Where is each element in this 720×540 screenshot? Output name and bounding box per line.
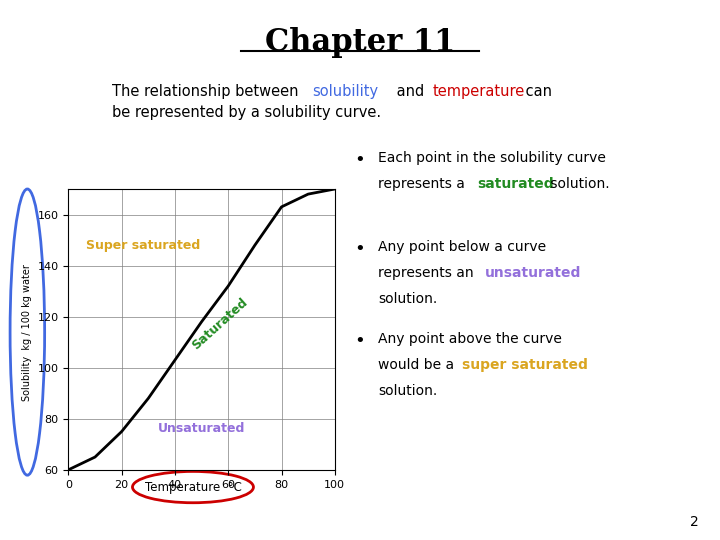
Text: •: • — [354, 240, 365, 258]
Text: Solubility  kg / 100 kg water: Solubility kg / 100 kg water — [22, 264, 32, 401]
Text: solution.: solution. — [378, 384, 437, 398]
Text: The relationship between: The relationship between — [112, 84, 302, 99]
Text: Any point below a curve: Any point below a curve — [378, 240, 546, 254]
Text: Each point in the solubility curve: Each point in the solubility curve — [378, 151, 606, 165]
Text: saturated: saturated — [477, 177, 554, 191]
Text: temperature: temperature — [433, 84, 525, 99]
Text: solution.: solution. — [546, 177, 610, 191]
Text: Unsaturated: Unsaturated — [158, 422, 246, 435]
Text: Saturated: Saturated — [190, 296, 251, 353]
Text: represents an: represents an — [378, 266, 478, 280]
Text: solubility: solubility — [312, 84, 378, 99]
Text: Temperature  °C: Temperature °C — [145, 481, 241, 494]
Text: super saturated: super saturated — [462, 358, 588, 372]
Text: solution.: solution. — [378, 292, 437, 306]
Text: •: • — [354, 151, 365, 169]
Text: Super saturated: Super saturated — [86, 239, 200, 252]
Text: can: can — [521, 84, 552, 99]
Text: Any point above the curve: Any point above the curve — [378, 332, 562, 346]
Text: be represented by a solubility curve.: be represented by a solubility curve. — [112, 105, 381, 120]
Text: Chapter 11: Chapter 11 — [265, 27, 455, 58]
Text: •: • — [354, 332, 365, 350]
Text: and: and — [392, 84, 429, 99]
Text: unsaturated: unsaturated — [485, 266, 581, 280]
Text: represents a: represents a — [378, 177, 469, 191]
Text: 2: 2 — [690, 515, 698, 529]
Text: would be a: would be a — [378, 358, 459, 372]
